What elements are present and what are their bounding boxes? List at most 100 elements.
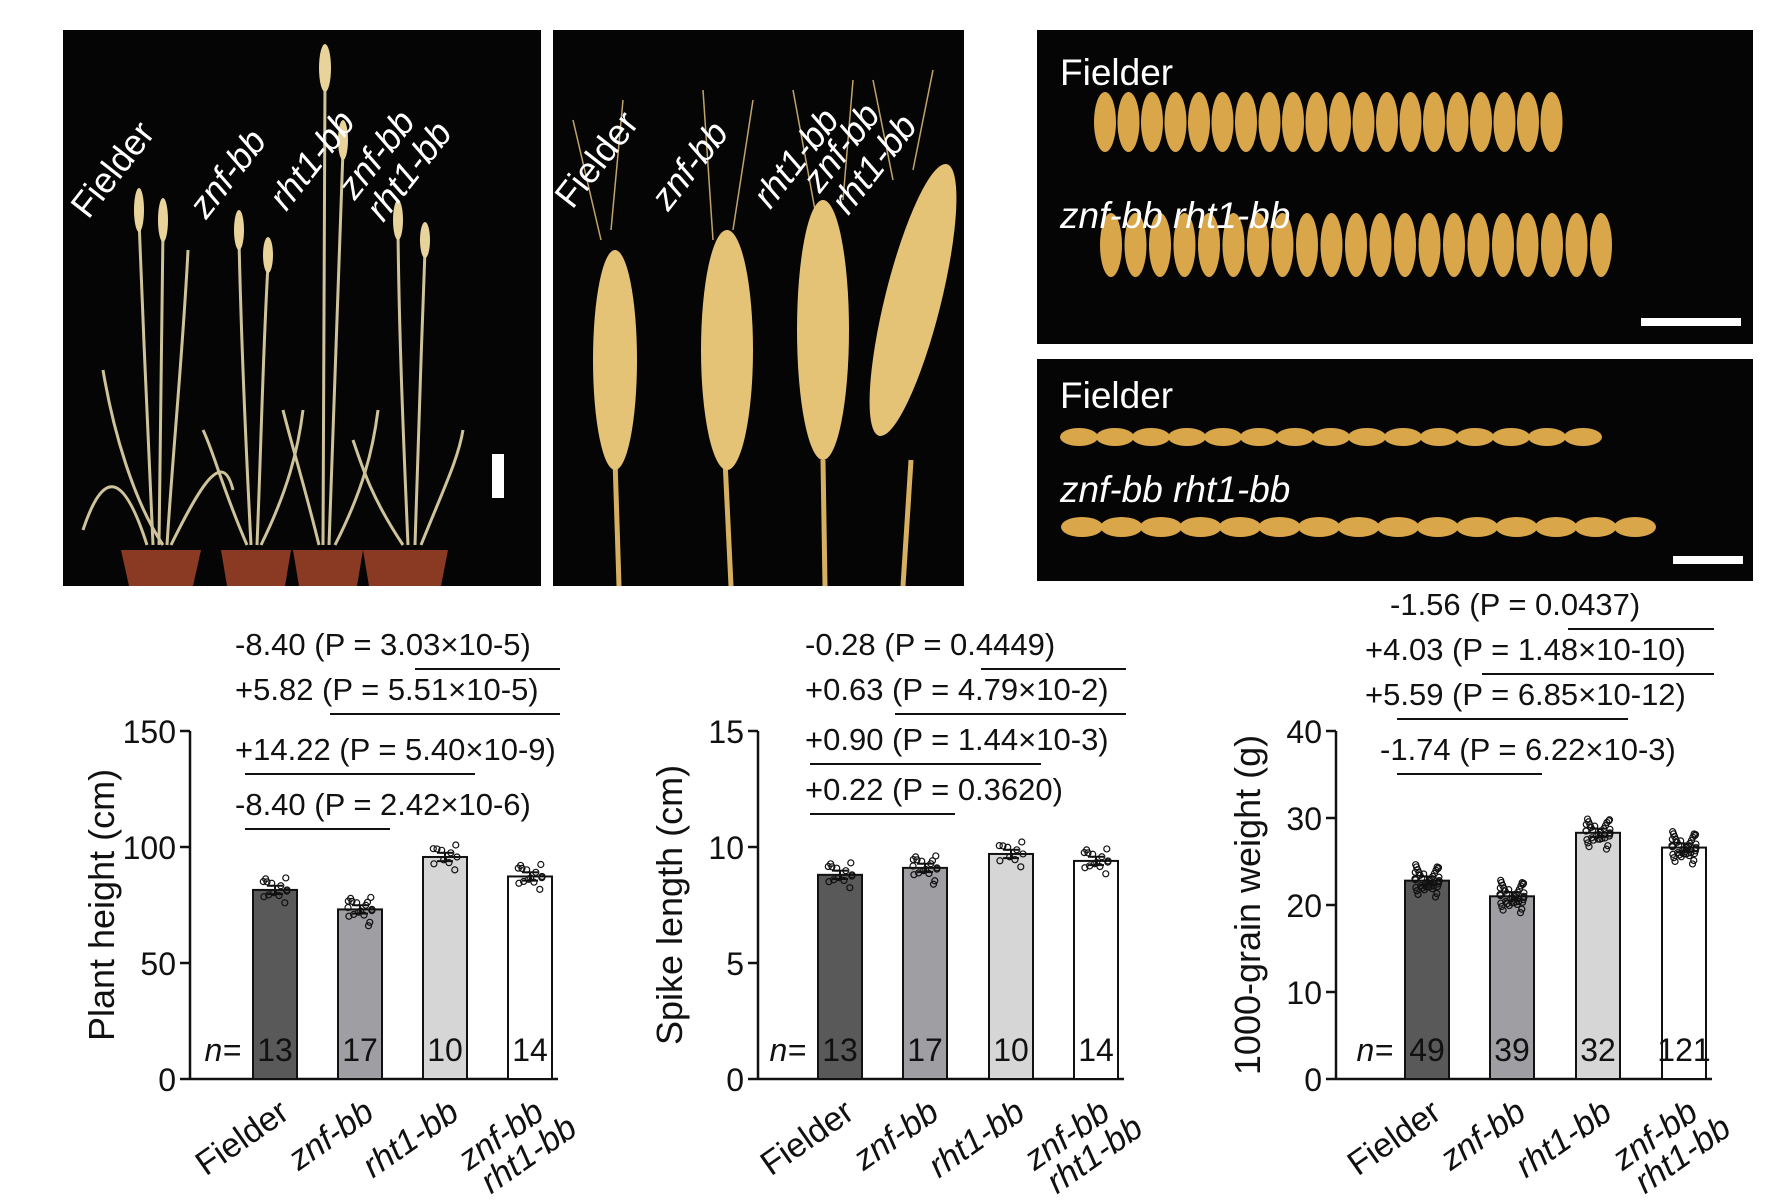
data-dot <box>1013 846 1021 854</box>
grain <box>1590 213 1612 277</box>
data-dot <box>357 907 365 915</box>
data-dot <box>1081 864 1089 872</box>
data-dot <box>268 879 276 887</box>
grain <box>1564 428 1602 446</box>
data-dot <box>1518 879 1526 887</box>
data-dot <box>367 893 375 902</box>
data-dot <box>1019 850 1027 858</box>
comparison-label: +4.03 (P = 1.48×10-10) <box>1365 632 1686 667</box>
data-dot <box>265 891 273 899</box>
data-dot <box>1432 866 1440 874</box>
n-prefix: n= <box>770 1032 806 1068</box>
data-dot <box>928 857 937 865</box>
data-dot <box>1516 909 1525 917</box>
plant-height-chart: 0 50 100 150 Plant height (cm) 13 Fielder 17 znf… <box>0 600 620 1201</box>
comparison-label: -8.40 (P = 2.42×10-6) <box>235 787 531 822</box>
grain <box>1337 517 1380 537</box>
data-dot <box>1688 860 1697 868</box>
data-dot <box>1512 891 1521 899</box>
data-dot <box>1017 863 1025 871</box>
data-dot <box>1518 905 1526 913</box>
grain <box>1493 92 1516 152</box>
data-dot <box>1692 840 1700 848</box>
grain <box>1320 213 1343 277</box>
grain <box>1492 428 1530 446</box>
data-dot <box>1497 876 1505 884</box>
grain <box>1517 92 1539 152</box>
comparison-label: -1.56 (P = 0.0437) <box>1390 587 1640 622</box>
data-dot <box>1671 857 1679 866</box>
data-dot <box>445 859 453 867</box>
grain <box>1312 428 1350 446</box>
grain-length-image <box>1060 428 1656 537</box>
grain-width-label-double: znf-bb rht1-bb <box>1060 195 1291 236</box>
data-dot <box>1103 845 1111 853</box>
y-tick-label: 10 <box>1286 975 1322 1011</box>
grain <box>1423 92 1445 152</box>
data-dot <box>1677 837 1685 845</box>
category-label: rht1-bb <box>356 1092 466 1185</box>
grain-width-label-fielder: Fielder <box>1060 52 1174 93</box>
data-dot <box>368 907 376 915</box>
spikes-image <box>572 69 957 586</box>
n-label: 10 <box>427 1032 463 1068</box>
data-dot <box>830 876 838 884</box>
y-tick-label: 0 <box>726 1062 744 1098</box>
grain <box>1211 92 1234 152</box>
grain-length-photo: Fielder znf-bb rht1-bb <box>1037 359 1753 581</box>
data-dot <box>1678 849 1686 857</box>
comparison-label: +14.22 (P = 5.40×10-9) <box>235 732 556 767</box>
grain <box>1399 92 1422 152</box>
grain <box>1164 92 1187 152</box>
data-dot <box>1605 832 1613 840</box>
data-dot <box>363 898 372 906</box>
data-dot <box>918 857 926 865</box>
data-dot <box>1602 845 1611 853</box>
data-dot <box>262 875 270 883</box>
data-dot <box>1677 853 1685 861</box>
data-dot <box>536 885 544 893</box>
grain <box>1516 213 1539 277</box>
comparison-label: +5.59 (P = 6.85×10-12) <box>1365 677 1686 712</box>
y-tick-label: 50 <box>140 946 176 982</box>
data-dot <box>1513 900 1521 909</box>
data-dot <box>1102 870 1110 878</box>
grain <box>1384 428 1422 446</box>
data-dot <box>527 874 535 882</box>
bar <box>507 875 553 1080</box>
n-label: 14 <box>512 1032 548 1068</box>
data-dot <box>451 866 459 874</box>
y-tick-label: 0 <box>158 1062 176 1098</box>
plants-image <box>81 44 465 586</box>
data-dot <box>1582 827 1590 835</box>
data-dot <box>281 899 289 907</box>
grain <box>1495 517 1538 537</box>
data-dot <box>996 857 1004 865</box>
data-dot <box>438 846 446 854</box>
data-dot <box>1420 886 1428 894</box>
data-dot <box>1589 836 1597 844</box>
grain <box>1198 213 1220 277</box>
grain <box>1168 428 1206 446</box>
data-dot <box>1690 830 1698 838</box>
data-dot <box>1496 891 1505 900</box>
data-dot <box>1505 886 1513 894</box>
data-dot <box>515 879 523 887</box>
n-label: 49 <box>1409 1032 1445 1068</box>
category-label: znf-bbrht1-bb <box>451 1082 584 1201</box>
grain <box>1614 517 1656 537</box>
grain <box>1348 428 1386 446</box>
data-dot <box>909 862 917 870</box>
data-dot <box>532 868 540 876</box>
grain <box>1298 517 1340 537</box>
data-dot <box>1086 862 1094 870</box>
comparison-label: -8.40 (P = 3.03×10-5) <box>235 627 531 662</box>
grain <box>1276 428 1314 446</box>
data-dot <box>1591 822 1599 830</box>
data-dot <box>1684 842 1693 851</box>
data-dot <box>1435 873 1443 881</box>
bar <box>337 908 383 1081</box>
grain <box>1258 92 1281 152</box>
n-label: 39 <box>1494 1032 1530 1068</box>
spikes-photo: Fielder znf-bb rht1-bb znf-bb rht1-bb <box>553 30 964 586</box>
